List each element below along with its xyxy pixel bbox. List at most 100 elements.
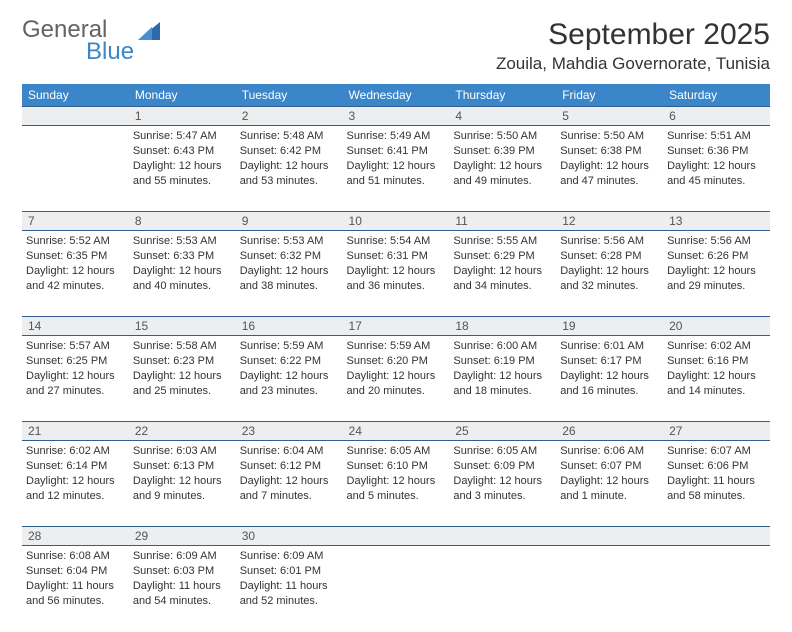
sunset-line: Sunset: 6:09 PM bbox=[453, 459, 552, 474]
daylight-line: Daylight: 12 hours and 27 minutes. bbox=[26, 369, 125, 399]
daylight-line: Daylight: 12 hours and 36 minutes. bbox=[347, 264, 446, 294]
sunrise-line: Sunrise: 5:59 AM bbox=[347, 339, 446, 354]
day-header: Tuesday bbox=[236, 84, 343, 107]
sunset-line: Sunset: 6:03 PM bbox=[133, 564, 232, 579]
week-row: Sunrise: 5:47 AMSunset: 6:43 PMDaylight:… bbox=[22, 126, 770, 212]
day-cell: Sunrise: 6:08 AMSunset: 6:04 PMDaylight:… bbox=[22, 546, 129, 632]
day-header-row: SundayMondayTuesdayWednesdayThursdayFrid… bbox=[22, 84, 770, 107]
day-cell: Sunrise: 5:48 AMSunset: 6:42 PMDaylight:… bbox=[236, 126, 343, 212]
day-cell: Sunrise: 6:05 AMSunset: 6:09 PMDaylight:… bbox=[449, 441, 556, 527]
sunrise-line: Sunrise: 6:05 AM bbox=[347, 444, 446, 459]
day-cell: Sunrise: 5:50 AMSunset: 6:39 PMDaylight:… bbox=[449, 126, 556, 212]
day-cell: Sunrise: 6:09 AMSunset: 6:01 PMDaylight:… bbox=[236, 546, 343, 632]
day-cell: Sunrise: 5:56 AMSunset: 6:26 PMDaylight:… bbox=[663, 231, 770, 317]
sunset-line: Sunset: 6:31 PM bbox=[347, 249, 446, 264]
sunrise-line: Sunrise: 5:57 AM bbox=[26, 339, 125, 354]
day-number: 27 bbox=[663, 422, 770, 441]
day-cell: Sunrise: 5:53 AMSunset: 6:33 PMDaylight:… bbox=[129, 231, 236, 317]
day-details: Sunrise: 5:53 AMSunset: 6:33 PMDaylight:… bbox=[133, 234, 232, 293]
day-number: 9 bbox=[236, 212, 343, 231]
day-details: Sunrise: 5:50 AMSunset: 6:38 PMDaylight:… bbox=[560, 129, 659, 188]
daylight-line: Daylight: 12 hours and 55 minutes. bbox=[133, 159, 232, 189]
daynum-row: 282930 bbox=[22, 527, 770, 546]
day-number: 25 bbox=[449, 422, 556, 441]
day-header: Thursday bbox=[449, 84, 556, 107]
day-cell: Sunrise: 5:59 AMSunset: 6:22 PMDaylight:… bbox=[236, 336, 343, 422]
day-cell: Sunrise: 5:53 AMSunset: 6:32 PMDaylight:… bbox=[236, 231, 343, 317]
sunset-line: Sunset: 6:10 PM bbox=[347, 459, 446, 474]
day-cell bbox=[449, 546, 556, 632]
day-cell: Sunrise: 6:02 AMSunset: 6:14 PMDaylight:… bbox=[22, 441, 129, 527]
sunset-line: Sunset: 6:26 PM bbox=[667, 249, 766, 264]
daylight-line: Daylight: 12 hours and 5 minutes. bbox=[347, 474, 446, 504]
day-details: Sunrise: 5:54 AMSunset: 6:31 PMDaylight:… bbox=[347, 234, 446, 293]
day-cell: Sunrise: 5:50 AMSunset: 6:38 PMDaylight:… bbox=[556, 126, 663, 212]
day-details: Sunrise: 5:59 AMSunset: 6:22 PMDaylight:… bbox=[240, 339, 339, 398]
day-details: Sunrise: 5:56 AMSunset: 6:26 PMDaylight:… bbox=[667, 234, 766, 293]
day-cell bbox=[556, 546, 663, 632]
sunrise-line: Sunrise: 6:09 AM bbox=[133, 549, 232, 564]
day-cell: Sunrise: 5:49 AMSunset: 6:41 PMDaylight:… bbox=[343, 126, 450, 212]
day-number: 18 bbox=[449, 317, 556, 336]
day-number: 13 bbox=[663, 212, 770, 231]
day-cell: Sunrise: 6:03 AMSunset: 6:13 PMDaylight:… bbox=[129, 441, 236, 527]
sunrise-line: Sunrise: 5:52 AM bbox=[26, 234, 125, 249]
day-cell: Sunrise: 6:09 AMSunset: 6:03 PMDaylight:… bbox=[129, 546, 236, 632]
sunset-line: Sunset: 6:35 PM bbox=[26, 249, 125, 264]
logo-sail-icon bbox=[138, 20, 162, 42]
sunset-line: Sunset: 6:01 PM bbox=[240, 564, 339, 579]
sunset-line: Sunset: 6:14 PM bbox=[26, 459, 125, 474]
daylight-line: Daylight: 12 hours and 1 minute. bbox=[560, 474, 659, 504]
day-number: 17 bbox=[343, 317, 450, 336]
logo: General Blue bbox=[22, 18, 162, 64]
daylight-line: Daylight: 12 hours and 3 minutes. bbox=[453, 474, 552, 504]
sunrise-line: Sunrise: 6:05 AM bbox=[453, 444, 552, 459]
daynum-row: 14151617181920 bbox=[22, 317, 770, 336]
sunset-line: Sunset: 6:22 PM bbox=[240, 354, 339, 369]
sunrise-line: Sunrise: 6:01 AM bbox=[560, 339, 659, 354]
day-number: 5 bbox=[556, 107, 663, 126]
day-number: 1 bbox=[129, 107, 236, 126]
day-cell: Sunrise: 6:07 AMSunset: 6:06 PMDaylight:… bbox=[663, 441, 770, 527]
day-number: 28 bbox=[22, 527, 129, 546]
day-details: Sunrise: 5:55 AMSunset: 6:29 PMDaylight:… bbox=[453, 234, 552, 293]
sunset-line: Sunset: 6:39 PM bbox=[453, 144, 552, 159]
sunrise-line: Sunrise: 6:07 AM bbox=[667, 444, 766, 459]
day-cell: Sunrise: 6:01 AMSunset: 6:17 PMDaylight:… bbox=[556, 336, 663, 422]
week-row: Sunrise: 6:08 AMSunset: 6:04 PMDaylight:… bbox=[22, 546, 770, 632]
day-cell: Sunrise: 5:51 AMSunset: 6:36 PMDaylight:… bbox=[663, 126, 770, 212]
day-details: Sunrise: 6:08 AMSunset: 6:04 PMDaylight:… bbox=[26, 549, 125, 608]
daylight-line: Daylight: 12 hours and 25 minutes. bbox=[133, 369, 232, 399]
day-cell: Sunrise: 5:47 AMSunset: 6:43 PMDaylight:… bbox=[129, 126, 236, 212]
daylight-line: Daylight: 12 hours and 16 minutes. bbox=[560, 369, 659, 399]
sunset-line: Sunset: 6:19 PM bbox=[453, 354, 552, 369]
day-number: 8 bbox=[129, 212, 236, 231]
day-number: 12 bbox=[556, 212, 663, 231]
day-details: Sunrise: 5:52 AMSunset: 6:35 PMDaylight:… bbox=[26, 234, 125, 293]
sunrise-line: Sunrise: 5:49 AM bbox=[347, 129, 446, 144]
sunset-line: Sunset: 6:25 PM bbox=[26, 354, 125, 369]
day-cell: Sunrise: 5:57 AMSunset: 6:25 PMDaylight:… bbox=[22, 336, 129, 422]
day-details: Sunrise: 6:05 AMSunset: 6:09 PMDaylight:… bbox=[453, 444, 552, 503]
day-number: 21 bbox=[22, 422, 129, 441]
sunset-line: Sunset: 6:06 PM bbox=[667, 459, 766, 474]
day-number: 2 bbox=[236, 107, 343, 126]
day-details: Sunrise: 6:05 AMSunset: 6:10 PMDaylight:… bbox=[347, 444, 446, 503]
day-cell bbox=[663, 546, 770, 632]
sunrise-line: Sunrise: 5:59 AM bbox=[240, 339, 339, 354]
daylight-line: Daylight: 12 hours and 53 minutes. bbox=[240, 159, 339, 189]
day-number: 22 bbox=[129, 422, 236, 441]
daylight-line: Daylight: 11 hours and 52 minutes. bbox=[240, 579, 339, 609]
location: Zouila, Mahdia Governorate, Tunisia bbox=[496, 54, 770, 74]
daylight-line: Daylight: 12 hours and 20 minutes. bbox=[347, 369, 446, 399]
day-details: Sunrise: 5:47 AMSunset: 6:43 PMDaylight:… bbox=[133, 129, 232, 188]
daylight-line: Daylight: 12 hours and 18 minutes. bbox=[453, 369, 552, 399]
day-number: 6 bbox=[663, 107, 770, 126]
title-block: September 2025 Zouila, Mahdia Governorat… bbox=[496, 18, 770, 74]
sunrise-line: Sunrise: 6:02 AM bbox=[26, 444, 125, 459]
day-number bbox=[663, 527, 770, 546]
day-details: Sunrise: 5:48 AMSunset: 6:42 PMDaylight:… bbox=[240, 129, 339, 188]
sunset-line: Sunset: 6:12 PM bbox=[240, 459, 339, 474]
sunset-line: Sunset: 6:41 PM bbox=[347, 144, 446, 159]
sunset-line: Sunset: 6:32 PM bbox=[240, 249, 339, 264]
